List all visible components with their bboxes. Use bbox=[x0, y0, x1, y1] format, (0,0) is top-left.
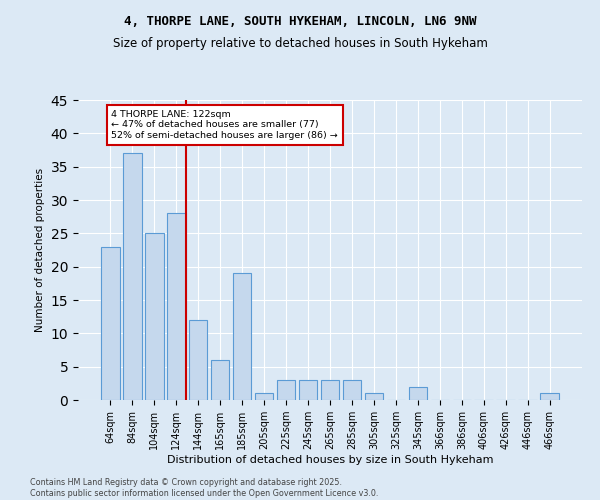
Text: Contains HM Land Registry data © Crown copyright and database right 2025.
Contai: Contains HM Land Registry data © Crown c… bbox=[30, 478, 379, 498]
Text: 4 THORPE LANE: 122sqm
← 47% of detached houses are smaller (77)
52% of semi-deta: 4 THORPE LANE: 122sqm ← 47% of detached … bbox=[112, 110, 338, 140]
Bar bbox=[277, 380, 295, 400]
Bar bbox=[145, 234, 164, 400]
Bar bbox=[365, 394, 383, 400]
Bar bbox=[541, 394, 559, 400]
Y-axis label: Number of detached properties: Number of detached properties bbox=[35, 168, 45, 332]
Bar bbox=[101, 246, 119, 400]
Text: Size of property relative to detached houses in South Hykeham: Size of property relative to detached ho… bbox=[113, 38, 487, 51]
Bar bbox=[233, 274, 251, 400]
Text: Distribution of detached houses by size in South Hykeham: Distribution of detached houses by size … bbox=[167, 455, 493, 465]
Bar bbox=[343, 380, 361, 400]
Bar bbox=[409, 386, 427, 400]
Bar bbox=[167, 214, 185, 400]
Bar bbox=[123, 154, 142, 400]
Bar bbox=[189, 320, 208, 400]
Bar bbox=[211, 360, 229, 400]
Bar bbox=[320, 380, 340, 400]
Bar bbox=[299, 380, 317, 400]
Bar bbox=[255, 394, 274, 400]
Text: 4, THORPE LANE, SOUTH HYKEHAM, LINCOLN, LN6 9NW: 4, THORPE LANE, SOUTH HYKEHAM, LINCOLN, … bbox=[124, 15, 476, 28]
